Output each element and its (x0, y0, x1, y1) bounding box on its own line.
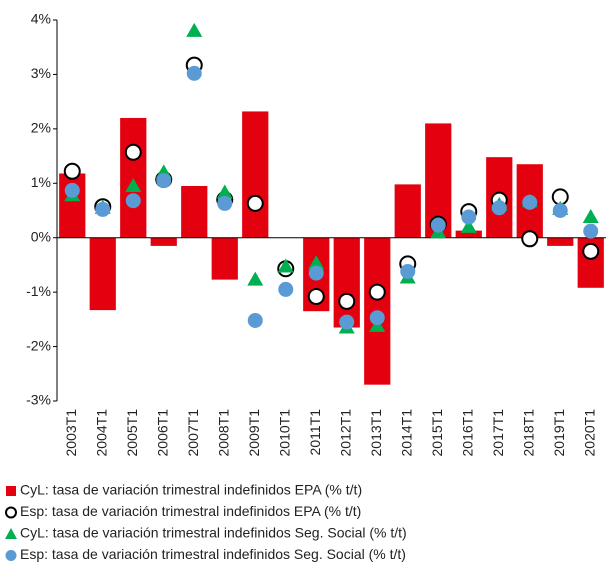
point (582, 209, 599, 224)
x-tick-label: 2004T1 (93, 409, 109, 457)
y-tick-label: -3% (26, 392, 51, 408)
legend-label: Esp: tasa de variación trimestral indefi… (20, 546, 406, 562)
point (307, 287, 325, 305)
point (583, 223, 599, 239)
point (216, 184, 233, 199)
y-tick-label: -1% (26, 283, 51, 299)
bar (242, 111, 269, 238)
x-tick-label: 2008T1 (215, 409, 231, 457)
x-tick-label: 2007T1 (185, 409, 201, 457)
x-tick-label: 2015T1 (429, 409, 445, 457)
point (247, 312, 263, 328)
point (124, 143, 142, 161)
point (552, 203, 568, 218)
point (460, 218, 477, 233)
point (368, 283, 386, 301)
point (521, 230, 539, 248)
legend-label: CyL: tasa de variación trimestral indefi… (20, 482, 362, 498)
x-tick-label: 2017T1 (490, 409, 506, 457)
point (338, 292, 356, 310)
x-tick-label: 2006T1 (154, 409, 170, 457)
y-tick-label: 4% (31, 11, 51, 27)
point (308, 255, 325, 270)
point (369, 310, 385, 326)
y-tick-label: 3% (31, 65, 51, 81)
point (95, 201, 111, 217)
point (246, 194, 264, 212)
point (339, 314, 355, 330)
x-tick-label: 2014T1 (398, 409, 414, 457)
x-tick-label: 2011T1 (307, 409, 323, 456)
point (125, 178, 142, 193)
point (217, 195, 233, 211)
y-tick-label: 0% (31, 228, 51, 244)
y-tick-label: -2% (26, 337, 51, 353)
legend-marker (5, 528, 17, 539)
bar (211, 237, 238, 280)
legend-label: Esp: tasa de variación trimestral indefi… (20, 503, 361, 519)
bar (89, 237, 116, 311)
legend-label: CyL: tasa de variación trimestral indefi… (20, 525, 407, 541)
x-tick-label: 2009T1 (246, 409, 262, 457)
bar (394, 184, 421, 238)
x-tick-label: 2012T1 (337, 409, 353, 457)
legend-marker (5, 506, 17, 519)
x-tick-label: 2019T1 (551, 409, 567, 457)
point (522, 194, 538, 210)
point (247, 271, 264, 286)
x-tick-label: 2013T1 (368, 409, 384, 457)
x-tick-label: 2016T1 (459, 409, 475, 457)
x-tick-label: 2010T1 (276, 409, 292, 457)
legend-marker (6, 486, 16, 496)
point (461, 209, 477, 225)
bar (455, 230, 482, 238)
point (186, 65, 202, 81)
bar (181, 186, 208, 238)
point (63, 162, 81, 180)
x-tick-label: 2003T1 (63, 409, 79, 457)
point (125, 193, 141, 209)
point (278, 281, 294, 297)
point (277, 258, 294, 273)
y-tick-label: 1% (31, 174, 51, 190)
bar (150, 237, 177, 246)
x-tick-label: 2005T1 (124, 409, 140, 457)
point (186, 22, 203, 37)
legend-marker (5, 550, 17, 561)
x-tick-label: 2020T1 (581, 409, 597, 457)
point (400, 263, 416, 279)
bar (120, 117, 147, 238)
y-tick-label: 2% (31, 120, 51, 136)
point (430, 217, 446, 233)
point (491, 200, 507, 216)
point (156, 173, 172, 189)
bar (333, 237, 360, 328)
point (64, 182, 80, 198)
point (308, 265, 324, 281)
point (582, 242, 600, 260)
x-tick-label: 2018T1 (520, 409, 536, 457)
bar (547, 237, 574, 246)
